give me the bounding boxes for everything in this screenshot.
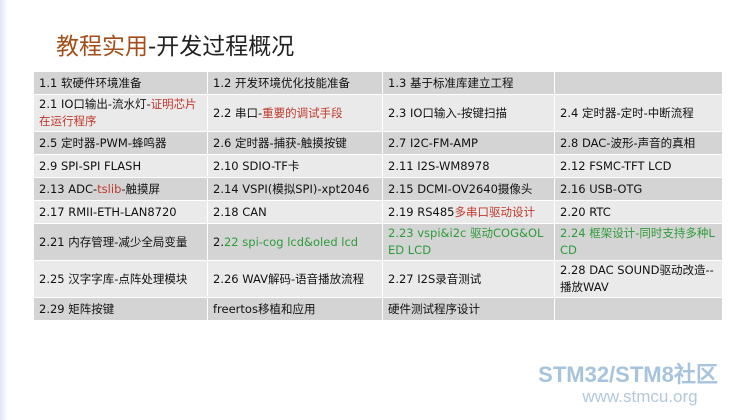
table-cell: 2.7 I2C-FM-AMP [382,131,555,155]
table-cell: 2.21 内存管理-减少全局变量 [33,223,208,261]
table-cell: 2.9 SPI-SPI FLASH [33,154,208,178]
table-cell: 2.1 IO口输出-流水灯-证明芯片在运行程序 [33,94,208,132]
table-cell [554,297,723,321]
slide-accent-bar [0,0,8,420]
table-cell: 1.2 开发环境优化技能准备 [207,71,383,95]
table-cell: 2.17 RMII-ETH-LAN8720 [33,200,208,224]
table-cell: 2.16 USB-OTG [554,177,723,201]
table-cell: 2.19 RS485多串口驱动设计 [382,200,555,224]
table-cell [554,71,723,95]
cell-highlight: 证明芯片在运行程序 [39,97,197,128]
cell-text: 2.19 RS485 [388,204,455,219]
cell-text: 2.2 串口- [213,105,263,120]
cell-highlight: tslib [97,181,122,196]
table-cell: 1.1 软硬件环境准备 [33,71,208,95]
cell-text: -触摸屏 [121,181,161,196]
table-row: 2.17 RMII-ETH-LAN8720 2.18 CAN 2.19 RS48… [33,200,723,224]
table-cell: 2.8 DAC-波形-声音的真相 [554,131,723,155]
table-cell: 2.27 I2S录音测试 [382,260,555,298]
table-cell: 2.28 DAC SOUND驱动改造--播放WAV [554,260,723,298]
table-cell: 2.12 FSMC-TFT LCD [554,154,723,178]
table-cell: 2.5 定时器-PWM-蜂鸣器 [33,131,208,155]
table-cell: 2.13 ADC-tslib-触摸屏 [33,177,208,201]
table-cell: 2.24 框架设计-同时支持多种LCD [554,223,723,261]
table-row: 2.5 定时器-PWM-蜂鸣器 2.6 定时器-捕获-触摸按键 2.7 I2C-… [33,131,723,155]
table-row: 2.29 矩阵按键 freertos移植和应用 硬件测试程序设计 [33,297,723,321]
cell-text: 2.13 ADC- [39,181,98,196]
table-cell: 2.18 CAN [207,200,383,224]
site-watermark-brand: STM32/STM8社区 [538,362,718,387]
table-cell: 2.14 VSPI(模拟SPI)-xpt2046 [207,177,383,201]
cell-text: 2.1 IO口输出-流水灯- [39,97,151,111]
cell-text: 2. [213,234,224,249]
table-row: 2.25 汉字字库-点阵处理模块 2.26 WAV解码-语音播放流程 2.27 … [33,260,723,298]
table-cell: 硬件测试程序设计 [382,297,555,321]
cell-highlight: 多串口驱动设计 [454,204,536,219]
table-cell: 2.22 spi-cog lcd&oled lcd [207,223,383,261]
table-row: 2.13 ADC-tslib-触摸屏 2.14 VSPI(模拟SPI)-xpt2… [33,177,723,201]
table-cell: 2.26 WAV解码-语音播放流程 [207,260,383,298]
slide-title-main: 教程实用 [56,34,148,60]
table-cell: 2.4 定时器-定时-中断流程 [554,94,723,132]
cell-highlight: 重要的调试手段 [262,105,343,120]
table-cell: 1.3 基于标准库建立工程 [382,71,555,95]
table-cell: 2.2 串口-重要的调试手段 [207,94,383,132]
table-cell: 2.11 I2S-WM8978 [382,154,555,178]
table-row: 2.21 内存管理-减少全局变量 2.22 spi-cog lcd&oled l… [33,223,723,261]
slide-title: 教程实用-开发过程概况 [56,30,294,64]
table-cell: 2.6 定时器-捕获-触摸按键 [207,131,383,155]
table-row: 1.1 软硬件环境准备 1.2 开发环境优化技能准备 1.3 基于标准库建立工程 [33,71,723,95]
table-cell: freertos移植和应用 [207,297,383,321]
table-cell: 2.23 vspi&i2c 驱动COG&OLED LCD [382,223,555,261]
table-cell: 2.29 矩阵按键 [33,297,208,321]
cell-highlight: 22 spi-cog lcd&oled lcd [223,234,359,249]
table-cell: 2.3 IO口输入-按键扫描 [382,94,555,132]
table-cell: 2.15 DCMI-OV2640摄像头 [382,177,555,201]
table-cell: 2.20 RTC [554,200,723,224]
slide-title-sub: -开发过程概况 [148,34,295,60]
table-row: 2.1 IO口输出-流水灯-证明芯片在运行程序 2.2 串口-重要的调试手段 2… [33,94,723,132]
table-cell: 2.10 SDIO-TF卡 [207,154,383,178]
course-topic-table: 1.1 软硬件环境准备 1.2 开发环境优化技能准备 1.3 基于标准库建立工程… [33,71,723,321]
table-row: 2.9 SPI-SPI FLASH 2.10 SDIO-TF卡 2.11 I2S… [33,154,723,178]
site-watermark-url: www.stmcu.org [582,387,698,406]
table-cell: 2.25 汉字字库-点阵处理模块 [33,260,208,298]
